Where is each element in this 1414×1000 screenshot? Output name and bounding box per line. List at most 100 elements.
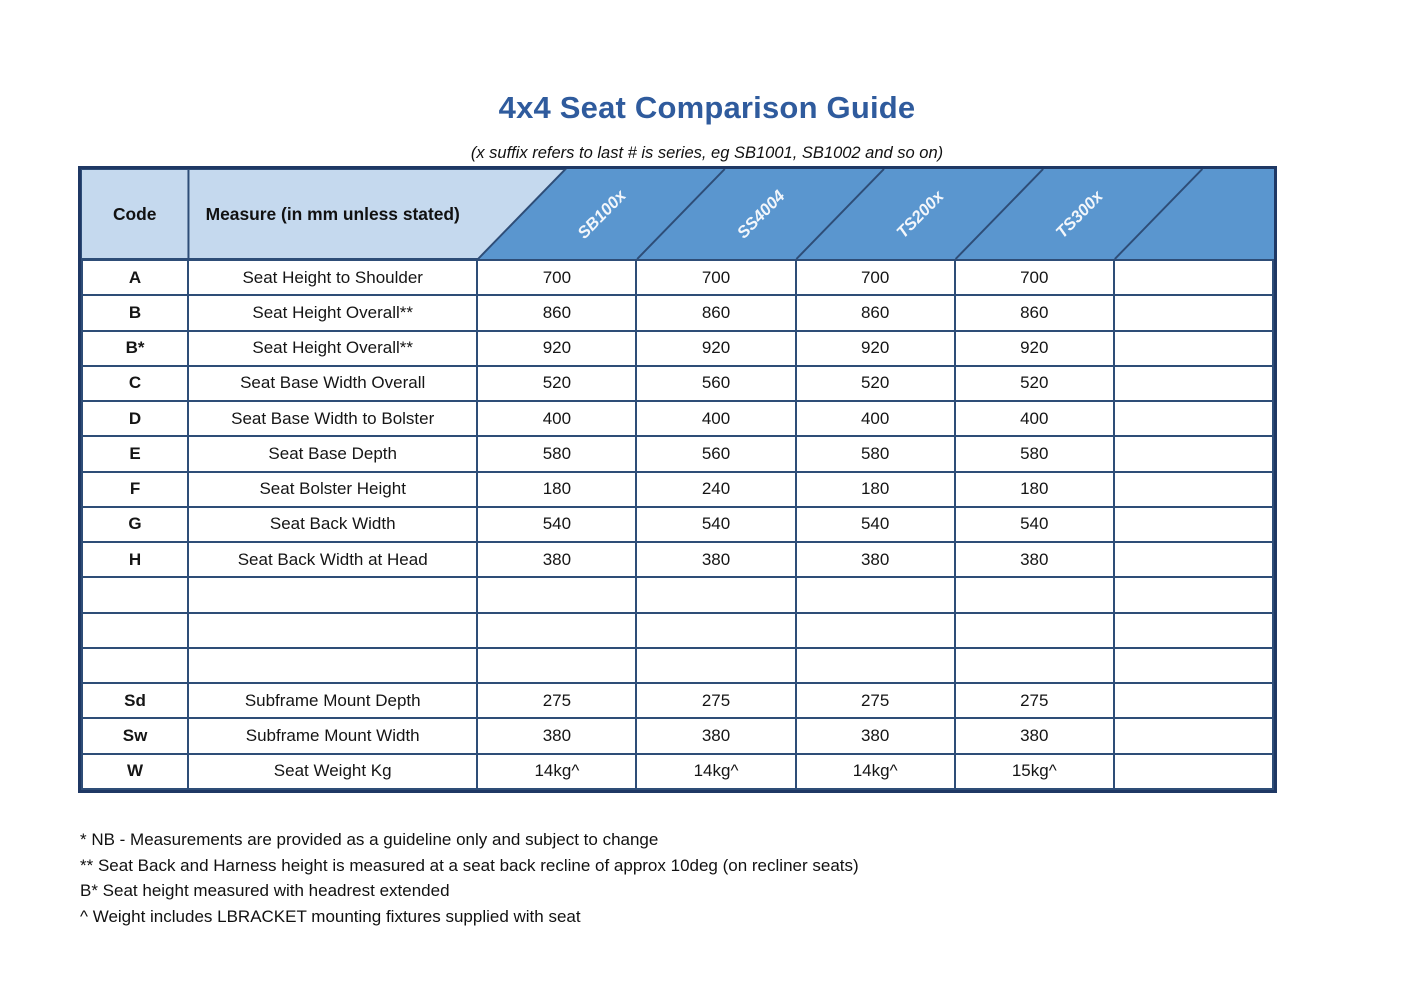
code-cell <box>80 576 190 614</box>
table-row: A Seat Height to Shoulder 700 700 700 700 <box>80 258 1275 297</box>
measure-cell <box>187 646 479 685</box>
value-cell: 380 <box>476 541 638 579</box>
value-cell <box>1112 646 1275 685</box>
value-cell <box>794 576 956 614</box>
value-cell <box>476 646 638 685</box>
table-row <box>80 646 1275 685</box>
value-cell: 540 <box>953 505 1115 544</box>
measure-cell: Subframe Mount Width <box>187 717 479 755</box>
value-cell: 920 <box>476 329 638 367</box>
value-cell: 540 <box>794 505 956 544</box>
value-cell <box>635 576 797 614</box>
measure-cell: Subframe Mount Depth <box>187 682 479 720</box>
code-cell: Sw <box>80 717 190 755</box>
code-header-cell: Code <box>113 204 156 224</box>
value-cell <box>953 646 1115 685</box>
value-cell <box>476 576 638 614</box>
page-subtitle: (x suffix refers to last # is series, eg… <box>470 144 944 162</box>
footnotes: * NB - Measurements are provided as a gu… <box>80 827 859 929</box>
value-cell <box>953 611 1115 649</box>
measure-cell: Seat Base Width Overall <box>187 364 479 403</box>
value-cell <box>1112 294 1275 332</box>
value-cell: 380 <box>635 541 797 579</box>
measure-cell: Seat Weight Kg <box>187 752 479 791</box>
value-cell: 580 <box>476 435 638 473</box>
value-cell: 275 <box>476 682 638 720</box>
value-cell <box>1112 541 1275 579</box>
table-header: Code Measure (in mm unless stated) SB100… <box>81 169 1274 259</box>
comparison-grid-body: A Seat Height to Shoulder 700 700 700 700 B Se… <box>80 258 1275 791</box>
value-cell: 14kg^ <box>476 752 638 791</box>
measure-cell: Seat Back Width <box>187 505 479 544</box>
code-cell: C <box>80 364 190 403</box>
code-cell: B* <box>80 329 190 367</box>
value-cell <box>1112 329 1275 367</box>
code-cell: E <box>80 435 190 473</box>
value-cell: 540 <box>476 505 638 544</box>
value-cell: 860 <box>794 294 956 332</box>
table-row <box>80 576 1275 614</box>
value-cell: 560 <box>635 435 797 473</box>
code-cell <box>80 611 190 649</box>
code-cell: Sd <box>80 682 190 720</box>
code-cell: F <box>80 470 190 508</box>
value-cell: 180 <box>953 470 1115 508</box>
code-cell: D <box>80 400 190 438</box>
value-cell: 380 <box>794 717 956 755</box>
value-cell <box>1112 752 1275 791</box>
footnote-line: B* Seat height measured with headrest ex… <box>80 881 450 900</box>
measure-header-cell: Measure (in mm unless stated) <box>206 204 460 224</box>
code-cell: W <box>80 752 190 791</box>
value-cell: 700 <box>953 258 1115 297</box>
table-row: F Seat Bolster Height 180 240 180 180 <box>80 470 1275 508</box>
header-light-band <box>81 169 567 259</box>
code-cell <box>80 646 190 685</box>
value-cell: 400 <box>953 400 1115 438</box>
table-row: C Seat Base Width Overall 520 560 520 520 <box>80 364 1275 403</box>
value-cell <box>1112 576 1275 614</box>
value-cell <box>1112 611 1275 649</box>
code-cell: G <box>80 505 190 544</box>
value-cell: 520 <box>953 364 1115 403</box>
value-cell: 540 <box>635 505 797 544</box>
value-cell: 860 <box>476 294 638 332</box>
header-diagonal-lines <box>636 169 1204 259</box>
footnote-line: ^ Weight includes LBRACKET mounting fixt… <box>80 906 581 926</box>
code-cell: H <box>80 541 190 579</box>
value-cell: 14kg^ <box>635 752 797 791</box>
value-cell: 920 <box>635 329 797 367</box>
value-cell: 380 <box>476 717 638 755</box>
value-cell: 400 <box>794 400 956 438</box>
value-cell <box>1112 435 1275 473</box>
value-cell: 400 <box>476 400 638 438</box>
value-cell: 380 <box>635 717 797 755</box>
table-row: E Seat Base Depth 580 560 580 580 <box>80 435 1275 473</box>
table-row: Sw Subframe Mount Width 380 380 380 380 <box>80 717 1275 755</box>
value-cell: 380 <box>794 541 956 579</box>
code-cell: B <box>80 294 190 332</box>
table-row: G Seat Back Width 540 540 540 540 <box>80 505 1275 544</box>
measure-cell: Seat Back Width at Head <box>187 541 479 579</box>
footnote-line: * NB - Measurements are provided as a gu… <box>80 830 659 849</box>
value-cell: 180 <box>794 470 956 508</box>
value-cell: 400 <box>635 400 797 438</box>
value-cell: 520 <box>794 364 956 403</box>
table-row: Sd Subframe Mount Depth 275 275 275 275 <box>80 682 1275 720</box>
value-cell: 380 <box>953 717 1115 755</box>
value-cell <box>476 611 638 649</box>
value-cell: 700 <box>635 258 797 297</box>
measure-cell: Seat Bolster Height <box>187 470 479 508</box>
value-cell <box>1112 505 1275 544</box>
measure-cell <box>187 611 479 649</box>
code-cell: A <box>80 258 190 297</box>
value-cell <box>1112 717 1275 755</box>
value-cell: 240 <box>635 470 797 508</box>
value-cell <box>1112 400 1275 438</box>
table-row: H Seat Back Width at Head 380 380 380 380 <box>80 541 1275 579</box>
table-row: B Seat Height Overall** 860 860 860 860 <box>80 294 1275 332</box>
value-cell: 560 <box>635 364 797 403</box>
value-cell: 14kg^ <box>794 752 956 791</box>
table-row: B* Seat Height Overall** 920 920 920 920 <box>80 329 1275 367</box>
measure-cell: Seat Base Width to Bolster <box>187 400 479 438</box>
footnote-line: ** Seat Back and Harness height is measu… <box>80 855 859 875</box>
